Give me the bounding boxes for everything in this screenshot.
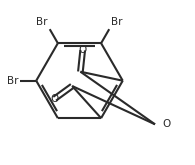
Text: O: O xyxy=(79,45,87,55)
Text: O: O xyxy=(162,119,170,129)
Text: Br: Br xyxy=(111,17,122,27)
Text: Br: Br xyxy=(36,17,48,27)
Text: Br: Br xyxy=(7,76,18,86)
Text: O: O xyxy=(51,94,59,104)
